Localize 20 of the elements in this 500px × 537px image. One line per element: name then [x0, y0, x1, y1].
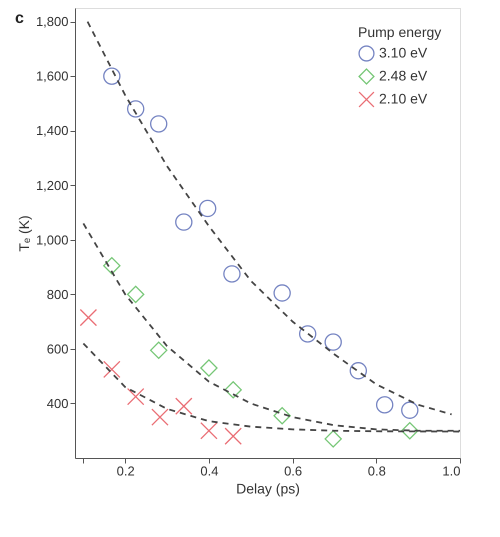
y-tick-label: 1,800 [36, 14, 68, 30]
legend-label: 2.10 eV [379, 90, 428, 106]
y-tick-label: 1,000 [36, 232, 68, 248]
x-tick-label: 0.8 [368, 464, 386, 478]
legend-label: 3.10 eV [379, 44, 428, 60]
y-tick-label: 600 [46, 341, 68, 356]
y-axis-title: Tₑ (K) [16, 215, 32, 252]
x-tick-label: 0.4 [200, 464, 218, 478]
x-tick-label: 1.0 [442, 464, 460, 478]
y-tick-label: 800 [46, 286, 68, 302]
y-tick-label: 400 [46, 396, 68, 411]
x-tick-label: 0.2 [116, 464, 135, 478]
y-tick-label: 1,600 [36, 68, 68, 84]
legend-title: Pump energy [358, 24, 442, 40]
x-tick-label: 0.6 [284, 464, 302, 478]
y-tick-label: 1,400 [36, 123, 68, 138]
y-tick-label: 1,200 [36, 178, 68, 193]
text: c [15, 10, 24, 27]
x-axis-title: Delay (ps) [236, 480, 300, 496]
legend-label: 2.48 eV [379, 68, 428, 84]
